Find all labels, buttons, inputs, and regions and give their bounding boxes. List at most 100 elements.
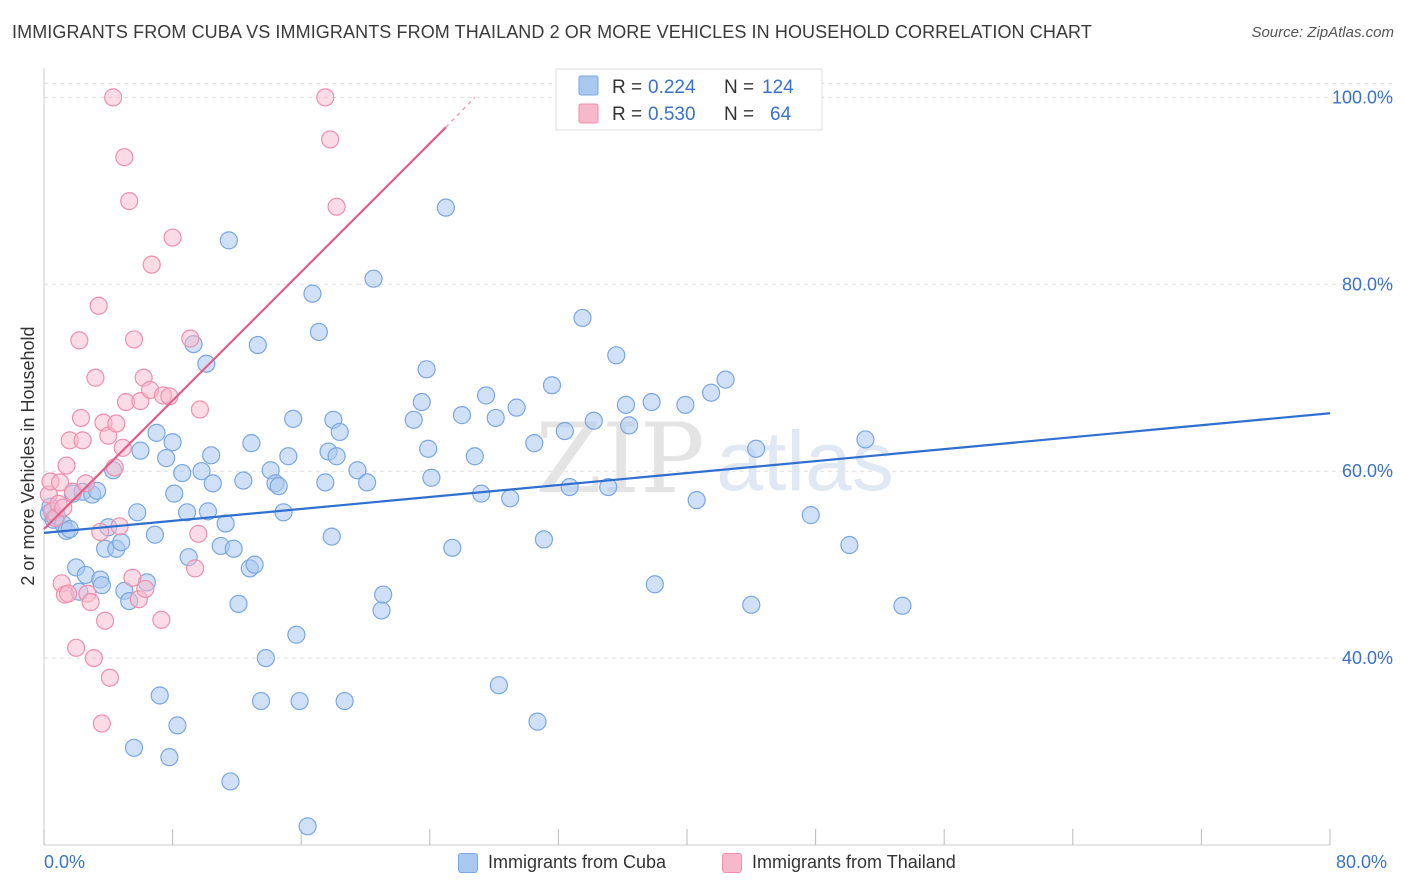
- point-thailand: [123, 568, 142, 587]
- point-thailand: [73, 431, 92, 450]
- point-thailand: [67, 638, 86, 657]
- point-cuba: [607, 346, 626, 365]
- point-cuba: [489, 676, 509, 695]
- scatter-chart: ZIP atlas 40.0%60.0%80.0%100.0% 2 or mor…: [18, 68, 1393, 846]
- point-thailand: [59, 584, 78, 603]
- point-cuba: [202, 446, 221, 465]
- point-cuba: [251, 691, 271, 711]
- point-cuba: [124, 738, 144, 757]
- point-cuba: [801, 506, 820, 525]
- point-cuba: [573, 308, 592, 328]
- point-cuba: [374, 585, 393, 604]
- point-cuba: [163, 433, 182, 452]
- point-cuba: [507, 398, 526, 417]
- series-cuba: [39, 198, 912, 836]
- point-thailand: [124, 330, 144, 349]
- point-cuba: [298, 817, 317, 836]
- point-cuba: [335, 691, 354, 711]
- legend-n-label-1: N =: [724, 77, 754, 98]
- point-cuba: [645, 575, 664, 594]
- point-cuba: [197, 354, 216, 373]
- point-cuba: [256, 648, 275, 668]
- series-thailand: [39, 88, 346, 733]
- point-cuba: [303, 284, 322, 303]
- trend-lines: [43, 96, 1331, 534]
- point-thailand: [86, 368, 105, 387]
- point-cuba: [147, 423, 166, 442]
- point-cuba: [560, 477, 579, 497]
- trend-line-cuba: [43, 412, 1331, 534]
- point-cuba: [716, 370, 735, 389]
- point-thailand: [186, 559, 205, 578]
- legend-item-thailand: Immigrants from Thailand: [722, 852, 956, 873]
- point-thailand: [321, 130, 340, 149]
- point-cuba: [316, 473, 335, 492]
- point-cuba: [150, 686, 169, 705]
- point-cuba: [219, 231, 238, 250]
- legend-n-label-2: N =: [724, 104, 754, 125]
- point-thailand: [142, 255, 161, 274]
- y-tick-label: 40.0%: [1342, 648, 1393, 668]
- point-cuba: [417, 360, 436, 379]
- point-thailand: [95, 611, 115, 630]
- point-thailand: [84, 648, 103, 668]
- correlation-legend: R = 0.224 N = 124 R = 0.530 N = 64: [555, 68, 823, 131]
- point-thailand: [107, 414, 126, 433]
- point-thailand: [81, 592, 100, 612]
- point-cuba: [269, 477, 288, 496]
- point-cuba: [501, 489, 520, 508]
- point-thailand: [50, 473, 70, 492]
- point-cuba: [173, 463, 192, 483]
- legend-box: [555, 68, 823, 131]
- legend-item-cuba: Immigrants from Cuba: [458, 852, 666, 873]
- point-thailand: [163, 228, 182, 247]
- point-cuba: [92, 576, 111, 595]
- point-cuba: [322, 527, 341, 546]
- point-thailand: [89, 296, 108, 315]
- point-cuba: [198, 502, 218, 521]
- y-tick-label: 100.0%: [1332, 87, 1393, 107]
- point-thailand: [152, 610, 171, 629]
- point-cuba: [165, 484, 184, 503]
- point-cuba: [160, 748, 179, 767]
- point-thailand: [105, 458, 124, 477]
- point-thailand: [327, 197, 346, 216]
- point-cuba: [348, 461, 367, 480]
- legend-r-label-2: R =: [612, 104, 642, 125]
- point-cuba: [177, 503, 197, 522]
- point-cuba: [620, 416, 639, 435]
- point-cuba: [234, 471, 253, 490]
- point-cuba: [287, 625, 306, 644]
- point-thailand: [57, 456, 76, 475]
- point-thailand: [100, 668, 120, 687]
- legend-r-label-1: R =: [612, 77, 642, 98]
- legend-r-value-1: 0.224: [648, 77, 696, 98]
- legend-swatch-cuba: [578, 75, 599, 96]
- x-tick-label-min-div: 0.0%: [44, 852, 86, 872]
- chart-title: IMMIGRANTS FROM CUBA VS IMMIGRANTS FROM …: [12, 22, 1092, 42]
- point-cuba: [404, 410, 423, 429]
- point-cuba: [131, 441, 150, 460]
- watermark-zip: ZIP: [535, 403, 704, 515]
- y-tick-label: 60.0%: [1342, 461, 1393, 481]
- legend-r-value-2: 0.530: [648, 104, 696, 125]
- point-cuba: [128, 503, 147, 522]
- point-cuba: [284, 409, 303, 428]
- point-thailand: [54, 498, 73, 517]
- point-cuba: [687, 491, 706, 510]
- point-thailand: [76, 474, 95, 493]
- point-cuba: [584, 411, 603, 430]
- bottom-legend: Immigrants from Cuba Immigrants from Tha…: [0, 852, 1406, 878]
- point-cuba: [452, 406, 472, 425]
- point-cuba: [542, 376, 562, 395]
- point-thailand: [104, 88, 123, 107]
- axes: [43, 68, 1331, 846]
- point-cuba: [279, 447, 298, 466]
- point-cuba: [702, 383, 721, 402]
- point-cuba: [224, 539, 243, 558]
- point-cuba: [742, 595, 761, 614]
- point-thailand: [181, 329, 200, 348]
- point-thailand: [71, 408, 91, 428]
- point-cuba: [616, 395, 636, 414]
- point-thailand: [316, 88, 335, 107]
